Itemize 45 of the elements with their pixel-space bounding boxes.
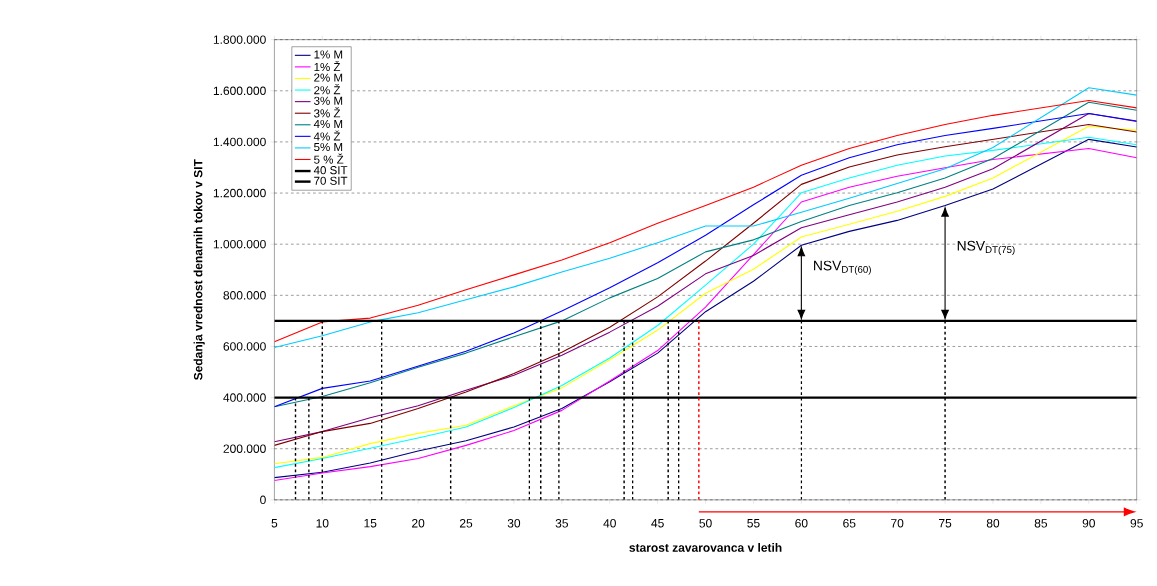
x-tick-label: 95 <box>1130 519 1143 528</box>
legend-label: 4% Ž <box>313 130 341 141</box>
y-tick-label: 1.400.000 <box>213 137 266 147</box>
y-tick-label: 600.000 <box>223 342 266 351</box>
y-tick-label: 0 <box>260 495 266 505</box>
legend-label: 1% Ž <box>314 61 341 72</box>
x-tick-label: 50 <box>699 519 712 528</box>
legend-label: 2% M <box>314 73 343 82</box>
x-tick-label: 70 <box>891 519 904 528</box>
x-axis-title: starost zavarovanca v letih <box>629 543 782 553</box>
x-tick-label: 75 <box>939 519 952 528</box>
legend-label: 2% Ž <box>314 84 341 95</box>
x-tick-label: 85 <box>1034 519 1048 528</box>
annotation: NSV$_{DT(75)}$ <box>957 241 1015 256</box>
x-tick-label: 90 <box>1082 519 1095 528</box>
y-axis-title: Sedanja vrednost denarnih tokov v SIT <box>193 159 205 381</box>
legend-label: 70 SIT <box>314 176 348 186</box>
legend-label: 4% M <box>313 120 343 129</box>
y-tick-label: 200.000 <box>223 444 266 454</box>
legend-label: 3% M <box>314 96 343 106</box>
x-tick-label: 60 <box>795 519 808 528</box>
legend-label: 3% Ž <box>314 107 341 118</box>
x-tick-label: 40 <box>603 519 616 528</box>
y-tick-label: 1.000.000 <box>213 240 266 249</box>
x-tick-label: 10 <box>316 519 329 528</box>
x-tick-label: 55 <box>747 519 760 528</box>
legend-label: 1% M <box>314 50 343 59</box>
x-tick-label: 20 <box>412 519 425 528</box>
legend-label: 40 SIT <box>313 166 348 175</box>
y-tick-label: 1.200.000 <box>213 189 266 198</box>
x-tick-label: 25 <box>459 519 473 528</box>
x-tick-label: 35 <box>555 519 568 528</box>
annotation: NSV$_{DT(60)}$ <box>814 260 871 275</box>
x-tick-label: 65 <box>843 519 856 528</box>
x-tick-label: 80 <box>986 519 1000 528</box>
y-tick-label: 800.000 <box>223 291 266 300</box>
legend-label: 5 % Ž <box>314 153 344 164</box>
legend-label: 5% M <box>314 143 343 152</box>
x-tick-label: 5 <box>271 519 278 528</box>
x-tick-label: 30 <box>507 519 521 528</box>
x-tick-label: 15 <box>364 519 377 528</box>
y-tick-label: 400.000 <box>223 393 266 403</box>
x-tick-label: 45 <box>651 519 664 528</box>
y-tick-label: 1.800.000 <box>213 35 266 45</box>
y-tick-label: 1.600.000 <box>213 86 266 96</box>
